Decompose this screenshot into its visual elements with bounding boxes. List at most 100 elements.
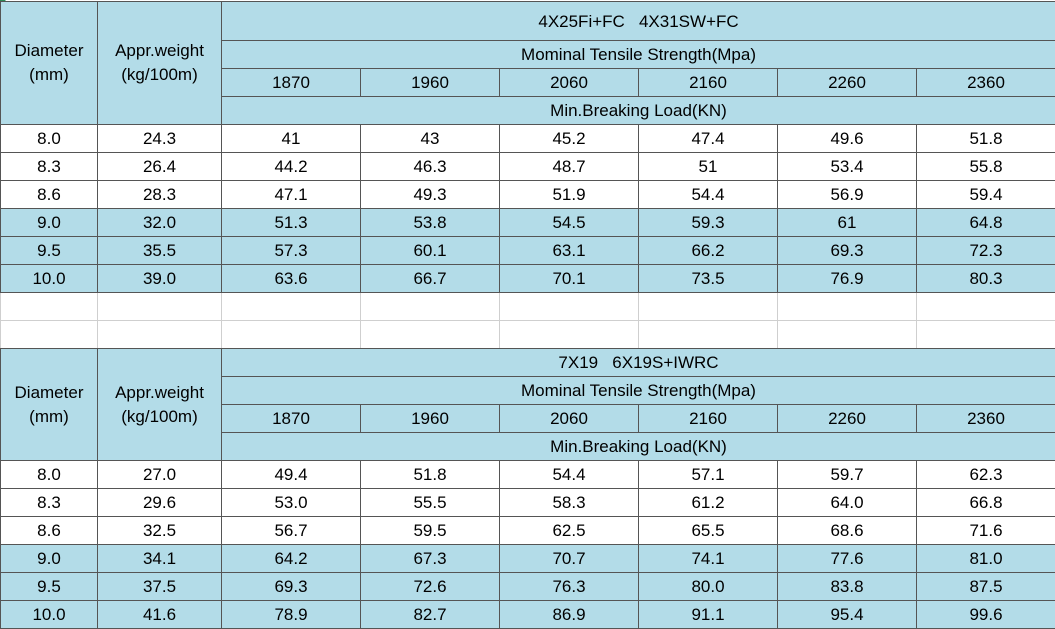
breaking-load-cell[interactable]: 80.0 [638,572,778,601]
breaking-load-cell[interactable]: 51.8 [915,124,1055,153]
weight-cell[interactable]: 32.5 [97,516,222,545]
breaking-load-cell[interactable]: 51.3 [221,208,361,237]
breaking-load-cell[interactable]: 44.2 [221,152,361,181]
breaking-load-cell[interactable]: 53.8 [360,208,500,237]
breaking-load-cell[interactable]: 49.3 [360,180,500,209]
breaking-load-cell[interactable]: 63.1 [499,236,639,265]
empty-cell[interactable] [360,320,500,349]
breaking-load-cell[interactable]: 57.1 [638,460,778,489]
breaking-load-cell[interactable]: 64.0 [777,488,917,517]
breaking-load-cell[interactable]: 51.8 [360,460,500,489]
breaking-load-cell[interactable]: 47.4 [638,124,778,153]
breaking-load-cell[interactable]: 63.6 [221,264,361,293]
empty-cell[interactable] [221,320,361,349]
breaking-load-cell[interactable]: 54.5 [499,208,639,237]
weight-cell[interactable]: 34.1 [97,544,222,573]
weight-cell[interactable]: 32.0 [97,208,222,237]
empty-cell[interactable] [97,292,222,321]
breaking-load-cell[interactable]: 46.3 [360,152,500,181]
breaking-load-cell[interactable]: 45.2 [499,124,639,153]
empty-cell[interactable] [499,320,639,349]
breaking-load-cell[interactable]: 81.0 [915,544,1055,573]
breaking-load-cell[interactable]: 61.2 [638,488,778,517]
weight-cell[interactable]: 28.3 [97,180,222,209]
diameter-cell[interactable]: 8.6 [0,516,98,545]
diameter-cell[interactable]: 8.3 [0,152,98,181]
empty-cell[interactable] [638,292,778,321]
breaking-load-cell[interactable]: 59.4 [915,180,1055,209]
weight-cell[interactable]: 27.0 [97,460,222,489]
diameter-cell[interactable]: 9.0 [0,544,98,573]
breaking-load-cell[interactable]: 55.8 [915,152,1055,181]
breaking-load-cell[interactable]: 82.7 [360,600,500,629]
empty-cell[interactable] [97,320,222,349]
breaking-load-cell[interactable]: 65.5 [638,516,778,545]
breaking-load-cell[interactable]: 55.5 [360,488,500,517]
breaking-load-cell[interactable]: 91.1 [638,600,778,629]
breaking-load-cell[interactable]: 62.3 [915,460,1055,489]
breaking-load-cell[interactable]: 53.4 [777,152,917,181]
weight-cell[interactable]: 41.6 [97,600,222,629]
diameter-cell[interactable]: 8.3 [0,488,98,517]
breaking-load-cell[interactable]: 72.6 [360,572,500,601]
breaking-load-cell[interactable]: 76.9 [777,264,917,293]
weight-cell[interactable]: 37.5 [97,572,222,601]
breaking-load-cell[interactable]: 69.3 [777,236,917,265]
breaking-load-cell[interactable]: 78.9 [221,600,361,629]
empty-cell[interactable] [777,292,917,321]
breaking-load-cell[interactable]: 54.4 [638,180,778,209]
breaking-load-cell[interactable]: 95.4 [777,600,917,629]
breaking-load-cell[interactable]: 61 [777,208,917,237]
breaking-load-cell[interactable]: 49.4 [221,460,361,489]
breaking-load-cell[interactable]: 59.3 [638,208,778,237]
breaking-load-cell[interactable]: 69.3 [221,572,361,601]
diameter-cell[interactable]: 9.0 [0,208,98,237]
diameter-cell[interactable]: 8.0 [0,124,98,153]
breaking-load-cell[interactable]: 47.1 [221,180,361,209]
breaking-load-cell[interactable]: 48.7 [499,152,639,181]
breaking-load-cell[interactable]: 80.3 [915,264,1055,293]
empty-cell[interactable] [0,320,98,349]
breaking-load-cell[interactable]: 59.7 [777,460,917,489]
empty-cell[interactable] [915,292,1055,321]
weight-cell[interactable]: 26.4 [97,152,222,181]
breaking-load-cell[interactable]: 57.3 [221,236,361,265]
weight-cell[interactable]: 24.3 [97,124,222,153]
breaking-load-cell[interactable]: 41 [221,124,361,153]
breaking-load-cell[interactable]: 99.6 [915,600,1055,629]
breaking-load-cell[interactable]: 51 [638,152,778,181]
breaking-load-cell[interactable]: 74.1 [638,544,778,573]
breaking-load-cell[interactable]: 66.2 [638,236,778,265]
breaking-load-cell[interactable]: 72.3 [915,236,1055,265]
breaking-load-cell[interactable]: 70.7 [499,544,639,573]
weight-cell[interactable]: 35.5 [97,236,222,265]
breaking-load-cell[interactable]: 60.1 [360,236,500,265]
breaking-load-cell[interactable]: 68.6 [777,516,917,545]
breaking-load-cell[interactable]: 67.3 [360,544,500,573]
breaking-load-cell[interactable]: 70.1 [499,264,639,293]
breaking-load-cell[interactable]: 43 [360,124,500,153]
breaking-load-cell[interactable]: 58.3 [499,488,639,517]
breaking-load-cell[interactable]: 56.7 [221,516,361,545]
breaking-load-cell[interactable]: 87.5 [915,572,1055,601]
breaking-load-cell[interactable]: 54.4 [499,460,639,489]
empty-cell[interactable] [360,292,500,321]
breaking-load-cell[interactable]: 59.5 [360,516,500,545]
empty-cell[interactable] [777,320,917,349]
diameter-cell[interactable]: 10.0 [0,600,98,629]
breaking-load-cell[interactable]: 73.5 [638,264,778,293]
breaking-load-cell[interactable]: 86.9 [499,600,639,629]
breaking-load-cell[interactable]: 62.5 [499,516,639,545]
diameter-cell[interactable]: 8.0 [0,460,98,489]
diameter-cell[interactable]: 9.5 [0,236,98,265]
weight-cell[interactable]: 29.6 [97,488,222,517]
breaking-load-cell[interactable]: 71.6 [915,516,1055,545]
breaking-load-cell[interactable]: 64.8 [915,208,1055,237]
empty-cell[interactable] [0,292,98,321]
empty-cell[interactable] [638,320,778,349]
breaking-load-cell[interactable]: 83.8 [777,572,917,601]
weight-cell[interactable]: 39.0 [97,264,222,293]
breaking-load-cell[interactable]: 64.2 [221,544,361,573]
empty-cell[interactable] [915,320,1055,349]
diameter-cell[interactable]: 9.5 [0,572,98,601]
